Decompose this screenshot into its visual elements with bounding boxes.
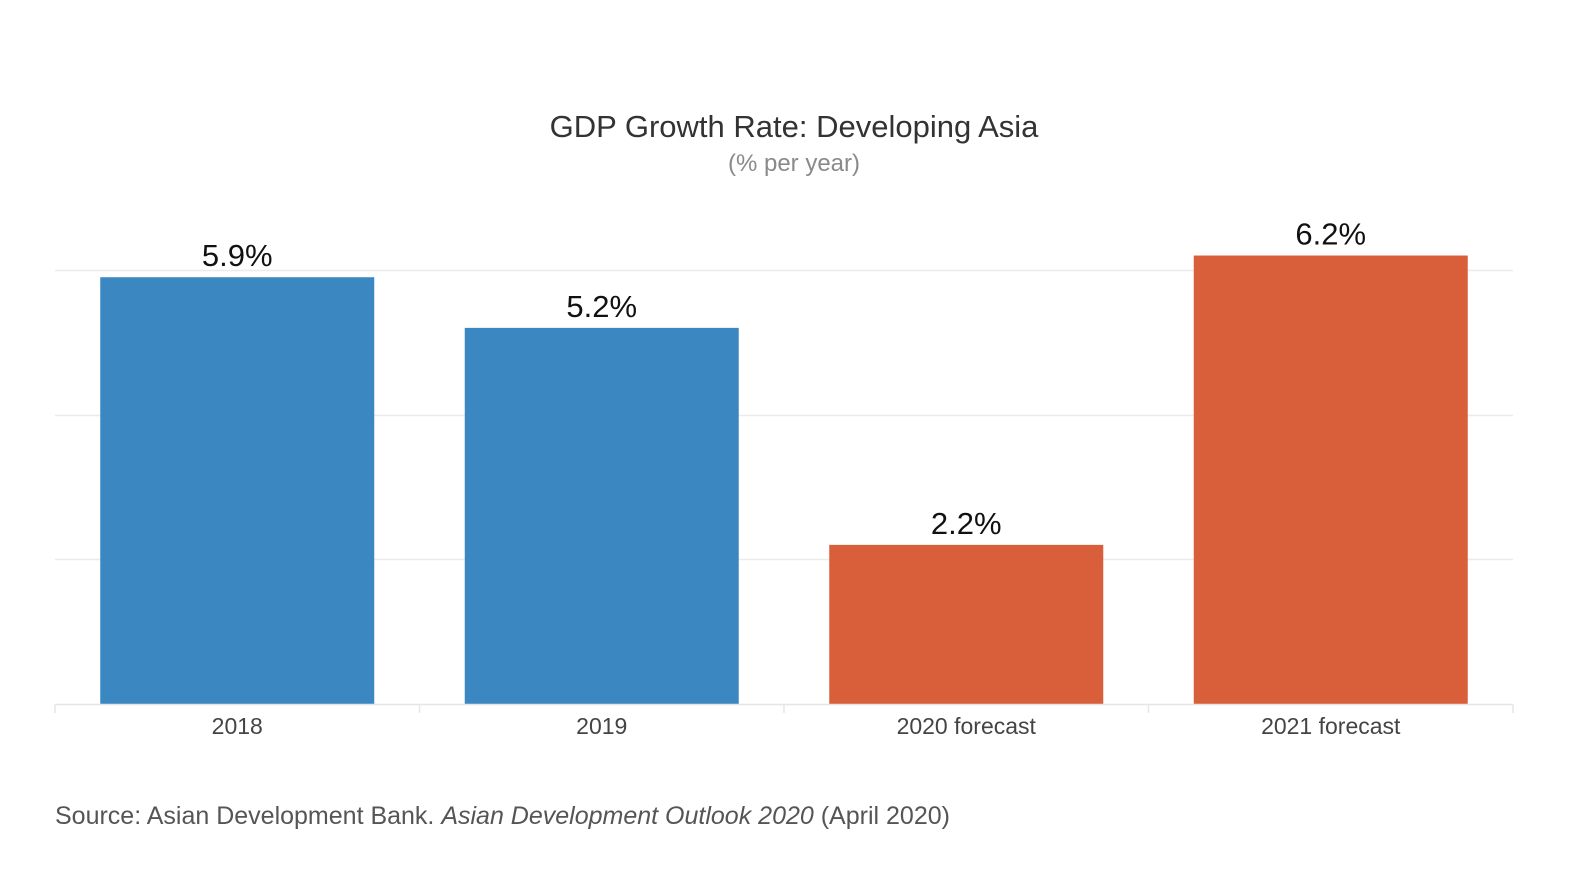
bar[interactable]	[464, 327, 739, 704]
data-labels: 5.9% 5.2% 2.2% 6.2%	[202, 217, 1366, 541]
source-prefix: Source: Asian Development Bank.	[55, 802, 442, 830]
source-note: Source: Asian Development Bank. Asian De…	[55, 802, 950, 831]
bars	[100, 255, 1468, 705]
source-suffix: (April 2020)	[813, 802, 950, 830]
x-tick-label: 2018	[212, 713, 263, 739]
chart-subtitle: (% per year)	[728, 150, 860, 177]
x-tick-label: 2019	[576, 713, 627, 739]
data-label: 5.9%	[202, 238, 273, 273]
data-label: 2.2%	[931, 506, 1002, 541]
x-axis: 2018 2019 2020 forecast 2021 forecast	[54, 703, 1514, 739]
source-publication: Asian Development Outlook 2020	[441, 802, 814, 830]
bar[interactable]	[829, 544, 1104, 704]
bar[interactable]	[100, 277, 375, 704]
data-label: 6.2%	[1295, 217, 1366, 252]
x-tick-label: 2020 forecast	[897, 713, 1037, 739]
data-label: 5.2%	[566, 289, 637, 324]
bar[interactable]	[1193, 255, 1468, 705]
chart-title: GDP Growth Rate: Developing Asia	[550, 109, 1040, 144]
x-tick-label: 2021 forecast	[1261, 713, 1401, 739]
